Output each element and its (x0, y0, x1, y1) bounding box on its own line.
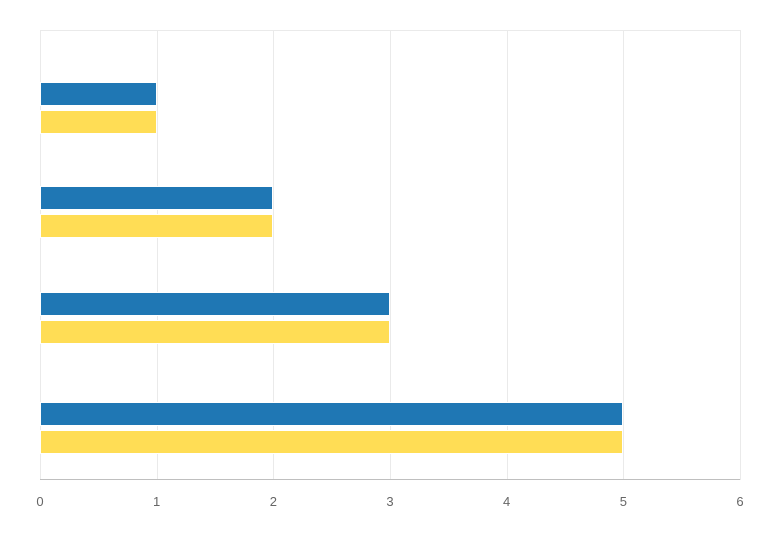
x-gridline (623, 30, 624, 480)
horizontal-bar-chart: 0 1 2 3 4 5 6 (0, 0, 770, 546)
x-gridline (740, 30, 741, 480)
x-tick-label: 2 (270, 494, 277, 509)
bar-series-a (40, 82, 157, 106)
plot-area (40, 30, 740, 480)
bar-series-b (40, 110, 157, 134)
x-tick-label: 0 (36, 494, 43, 509)
bar-series-b (40, 214, 273, 238)
x-tick-label: 6 (736, 494, 743, 509)
bar-series-a (40, 292, 390, 316)
x-tick-label: 4 (503, 494, 510, 509)
x-tick-label: 3 (386, 494, 393, 509)
bar-series-b (40, 320, 390, 344)
bar-series-a (40, 186, 273, 210)
x-tick-label: 1 (153, 494, 160, 509)
bar-series-b (40, 430, 623, 454)
x-axis-baseline (40, 479, 740, 480)
bar-series-a (40, 402, 623, 426)
x-tick-label: 5 (620, 494, 627, 509)
